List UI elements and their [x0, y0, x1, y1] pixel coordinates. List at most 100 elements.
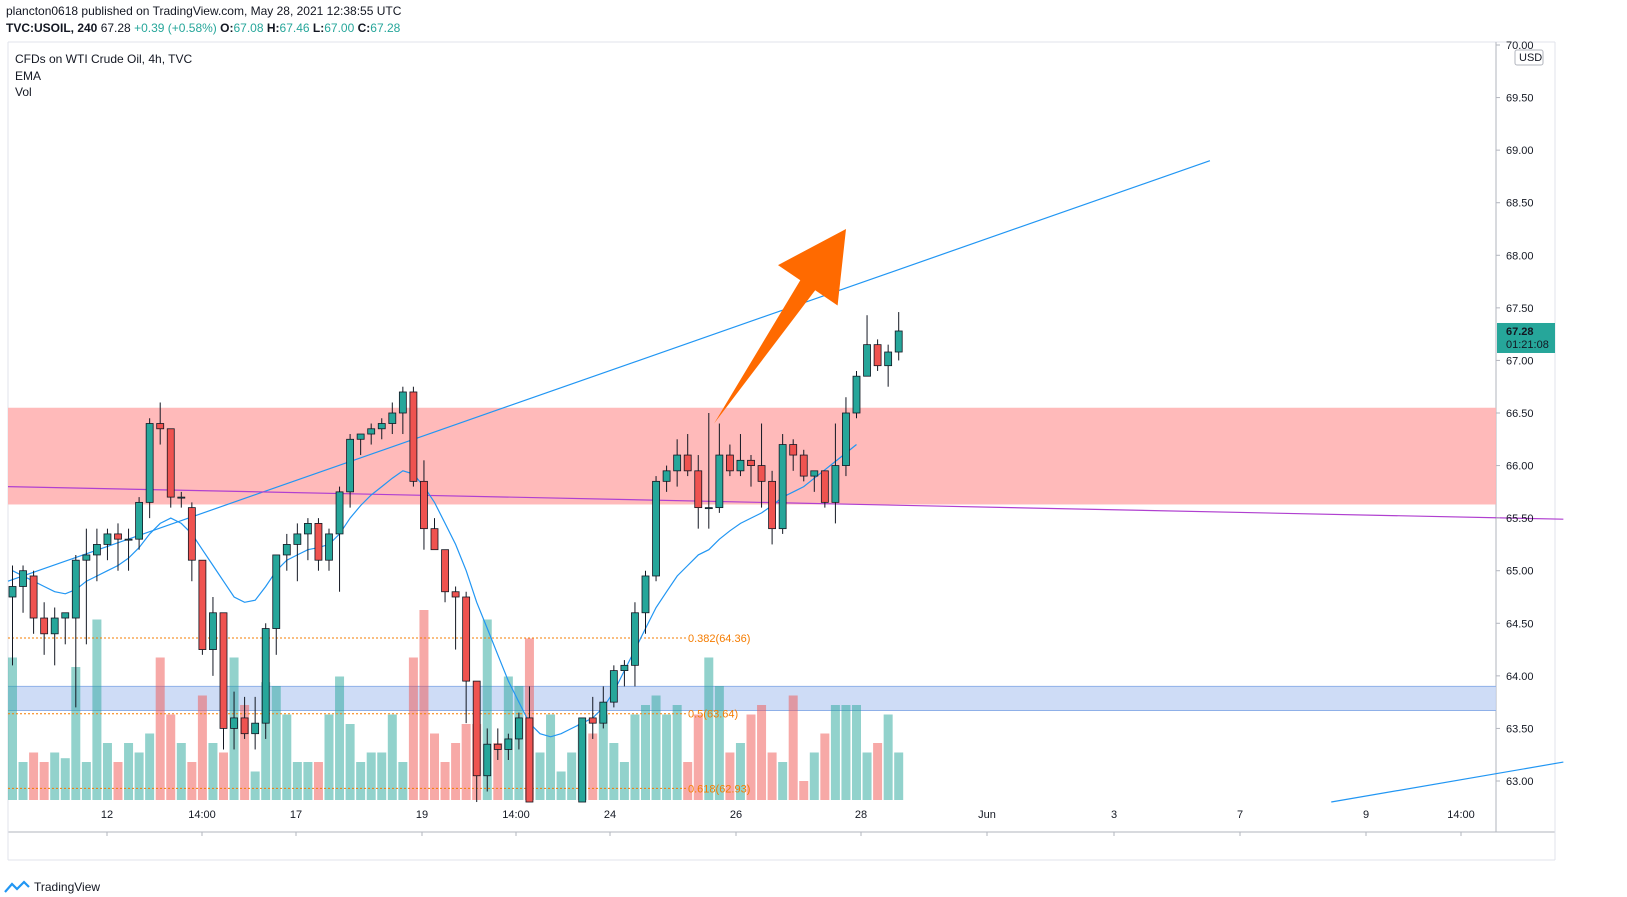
time-axis[interactable]: 12 14:00 17 19 14:00 24 26 28 Jun 3 7 9 14:00 — [101, 809, 1475, 836]
volume-bar — [609, 743, 619, 800]
candle-body — [187, 507, 196, 561]
candle-body — [515, 717, 523, 740]
price-tick-label: 67.50 — [1506, 303, 1534, 315]
volume-bar — [641, 705, 650, 800]
price-tick-label: 69.00 — [1506, 145, 1534, 157]
close-value: 67.28 — [370, 21, 401, 35]
volume-bar — [166, 714, 176, 800]
candle-body — [578, 717, 587, 803]
candle-body — [114, 533, 122, 540]
volume-bar — [651, 695, 661, 800]
footer-brand[interactable]: TradingView — [4, 880, 100, 894]
candle-body — [282, 544, 291, 556]
candle-body — [504, 738, 513, 750]
candle-body — [314, 523, 323, 561]
volume-bar — [693, 714, 703, 800]
candle-body — [93, 544, 101, 556]
volume-bar — [335, 676, 345, 800]
candle-body — [704, 507, 713, 510]
volume-bar — [18, 762, 28, 800]
price-axis[interactable]: 70.00 69.50 69.00 68.50 68.00 67.50 67.00 66.50… — [1496, 40, 1555, 788]
candle-body — [736, 459, 745, 472]
close-label: C: — [357, 21, 371, 35]
candle-body — [61, 612, 70, 619]
candle-body — [409, 391, 418, 482]
candle-body — [599, 701, 608, 724]
volume-bar — [324, 714, 334, 800]
candle-body — [145, 423, 154, 503]
ema-line — [12, 444, 857, 738]
volume-bar — [735, 743, 745, 800]
volume-bar — [788, 695, 798, 800]
volume-bar — [440, 762, 450, 800]
volume-bar — [261, 682, 271, 800]
candle-body — [683, 454, 692, 472]
candle-body — [40, 617, 49, 635]
volume-bar — [408, 657, 418, 800]
candle-body — [198, 559, 207, 650]
candle-body — [240, 717, 249, 735]
price-tick-label: 64.00 — [1506, 671, 1534, 683]
candle-body — [50, 617, 59, 635]
candle-body — [377, 423, 386, 430]
volume-bar — [187, 762, 197, 800]
candles-layer — [8, 312, 903, 803]
volume-bar — [81, 762, 91, 800]
candle-body — [873, 344, 882, 367]
price-tick-label: 66.50 — [1506, 408, 1534, 420]
symbol-label[interactable]: TVC:USOIL, 240 — [6, 21, 98, 35]
zones-layer — [8, 407, 1496, 712]
candle-body — [894, 330, 903, 353]
time-tick-label: 3 — [1111, 809, 1117, 821]
ema-layer — [12, 444, 857, 738]
candle-body — [493, 743, 502, 750]
volume-bar — [630, 714, 640, 800]
legend-ema[interactable]: EMA — [15, 68, 42, 83]
volume-bar — [799, 781, 809, 800]
volume-bar — [430, 733, 439, 800]
candle-body — [451, 591, 460, 598]
candle-body — [356, 433, 365, 440]
legend-vol[interactable]: Vol — [15, 85, 32, 99]
trendline-lower-channel — [1331, 761, 1564, 803]
volume-bar — [841, 705, 851, 800]
last-price-label: 67.28 — [1506, 326, 1534, 338]
currency-label: USD — [1519, 52, 1542, 64]
volume-bar — [767, 752, 777, 800]
candle-body — [483, 743, 492, 777]
volume-bar — [714, 686, 724, 800]
low-value: 67.00 — [324, 21, 355, 35]
candle-body — [631, 612, 639, 666]
candle-body — [620, 664, 629, 671]
price-tick-label: 66.00 — [1506, 461, 1534, 473]
candle-body — [430, 528, 439, 551]
volume-bar — [746, 714, 756, 800]
change-value: +0.39 (+0.58%) — [134, 21, 217, 35]
volume-bar — [313, 762, 323, 800]
volume-bar — [155, 657, 165, 800]
candle-body — [420, 480, 428, 530]
volume-bar — [493, 743, 503, 800]
candle-body — [441, 549, 449, 593]
zone-resistance — [8, 407, 1496, 505]
candle-body — [19, 570, 27, 587]
candle-body — [472, 680, 481, 777]
candle-body — [842, 412, 850, 466]
volume-bar — [830, 705, 840, 800]
volume-bar — [345, 724, 355, 800]
candle-body — [673, 454, 682, 472]
candle-body — [398, 391, 407, 414]
candle-body — [303, 523, 312, 535]
arrow-layer[interactable] — [714, 229, 846, 424]
legend-title[interactable]: CFDs on WTI Crude Oil, 4h, TVC — [15, 52, 193, 66]
fib-label: 0.5(63.64) — [688, 709, 738, 721]
arrow-up-icon — [714, 229, 846, 424]
candle-body — [209, 612, 217, 650]
candle-body — [135, 501, 144, 540]
candle-body — [251, 722, 260, 735]
last-price-value: 67.28 — [100, 21, 131, 35]
fib-label: 0.382(64.36) — [688, 633, 750, 645]
volume-bar — [535, 752, 545, 800]
candle-body — [884, 351, 893, 367]
